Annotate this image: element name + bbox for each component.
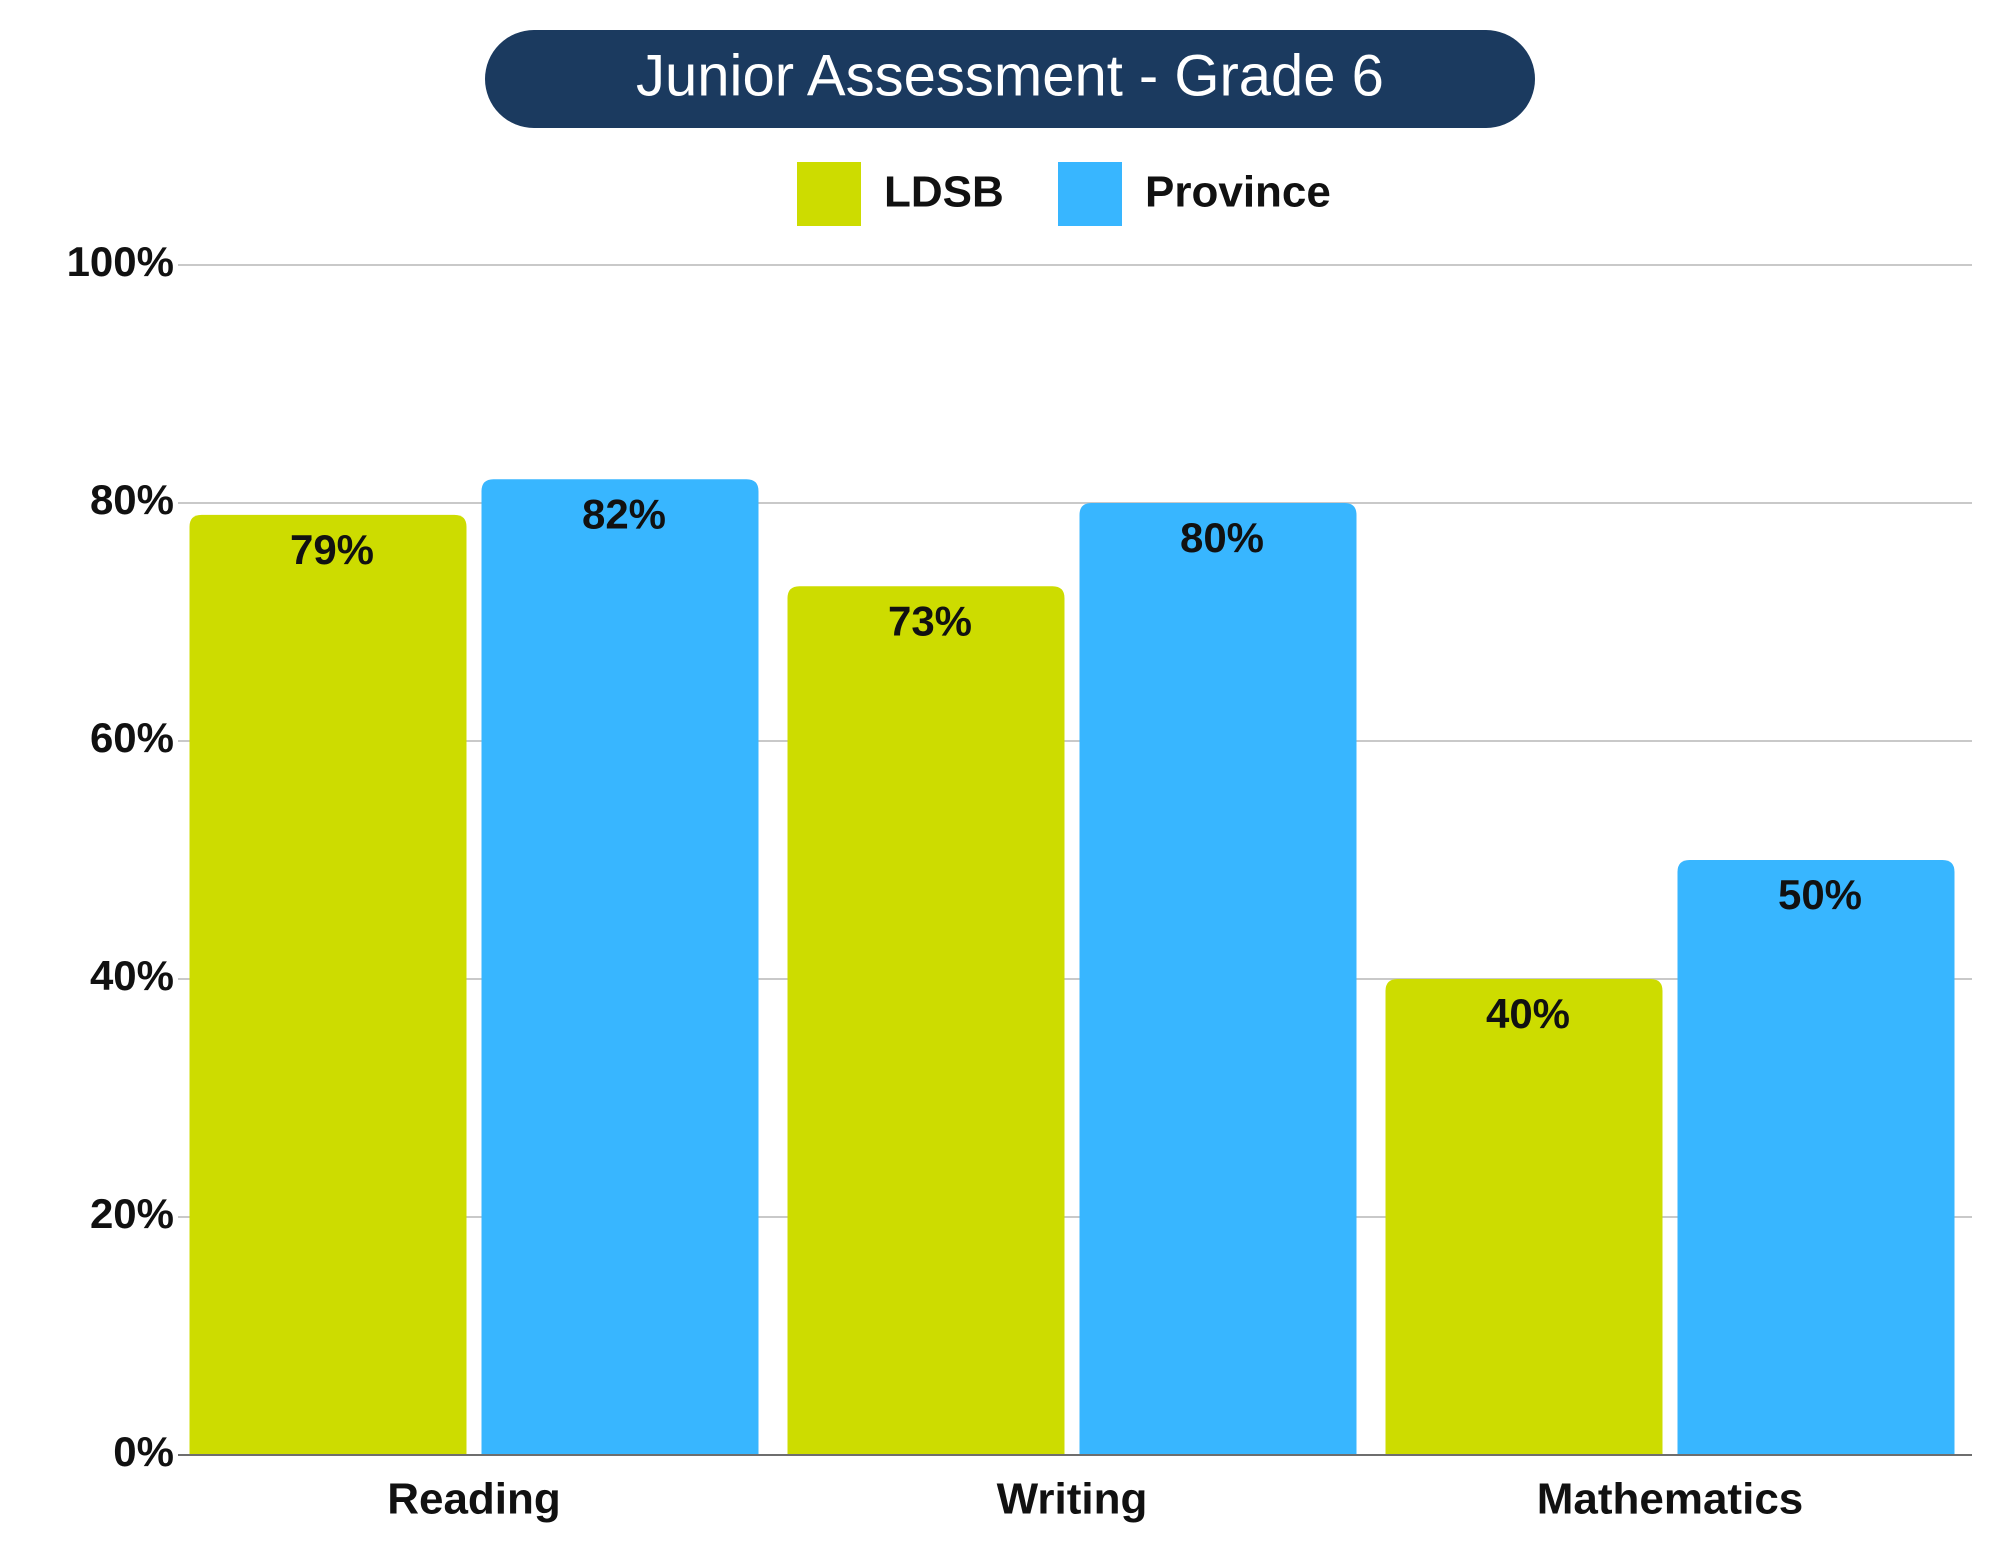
bar-ldsb-reading	[189, 514, 467, 1455]
x-tick-label: Reading	[387, 1475, 561, 1524]
bar-ldsb-mathematics	[1385, 979, 1663, 1455]
bar-ldsb-writing	[787, 586, 1065, 1455]
axes: 0% 20% 40% 60% 80% 100% Reading Writing Mathemat…	[67, 238, 1972, 1524]
x-tick-label: Mathematics	[1537, 1475, 1804, 1524]
legend-swatch-ldsb	[797, 162, 861, 226]
data-label: 80%	[1180, 514, 1264, 561]
bars	[189, 479, 1955, 1455]
legend-label-ldsb: LDSB	[884, 168, 1004, 217]
chart-title-background	[485, 30, 1535, 128]
legend-label-province: Province	[1145, 168, 1331, 217]
data-label: 73%	[888, 597, 972, 644]
y-tick-label: 40%	[90, 952, 174, 999]
bar-province-writing	[1079, 503, 1357, 1455]
legend-swatch-province	[1058, 162, 1122, 226]
bar-province-mathematics	[1677, 860, 1955, 1455]
y-tick-label: 20%	[90, 1190, 174, 1237]
gridlines	[178, 264, 1972, 1218]
y-tick-label: 80%	[90, 476, 174, 523]
x-tick-label: Writing	[997, 1475, 1148, 1524]
data-label: 50%	[1778, 871, 1862, 918]
chart-title-group: Junior Assessment - Grade 6	[485, 30, 1535, 128]
data-label: 40%	[1486, 990, 1570, 1037]
y-tick-label: 100%	[67, 238, 174, 285]
y-tick-label: 0%	[113, 1428, 174, 1475]
y-tick-label: 60%	[90, 714, 174, 761]
bar-province-reading	[481, 479, 759, 1455]
chart-title: Junior Assessment - Grade 6	[636, 43, 1384, 108]
legend: LDSB Province	[797, 162, 1331, 226]
value-labels: 79% 82% 73% 80% 40% 50%	[290, 490, 1862, 1037]
data-label: 79%	[290, 526, 374, 573]
data-label: 82%	[582, 490, 666, 537]
